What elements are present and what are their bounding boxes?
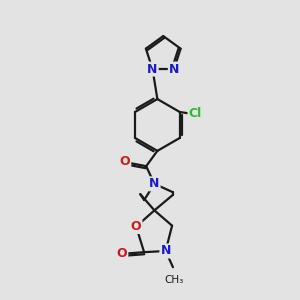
Text: N: N (169, 63, 179, 76)
Text: O: O (117, 247, 127, 260)
Text: O: O (120, 155, 130, 168)
Text: Cl: Cl (188, 107, 202, 120)
Text: N: N (160, 244, 171, 257)
Text: N: N (149, 177, 160, 190)
Text: N: N (147, 63, 158, 76)
Text: O: O (131, 220, 142, 233)
Text: CH₃: CH₃ (165, 275, 184, 285)
